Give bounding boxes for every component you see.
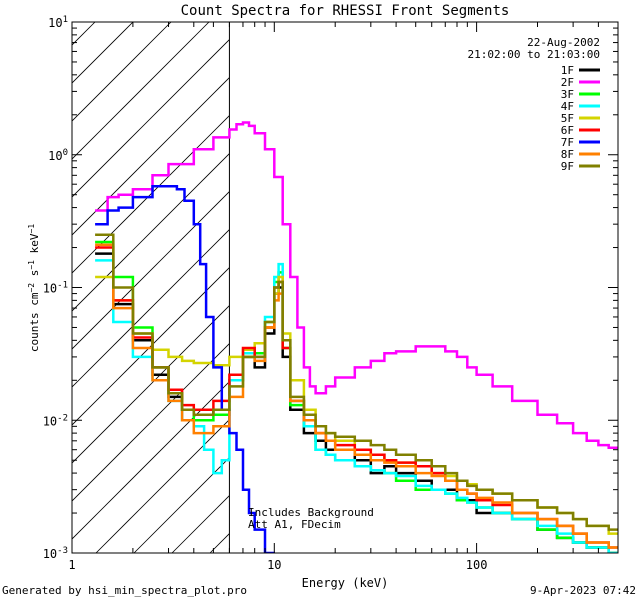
background-hatched-region	[72, 22, 640, 553]
time-range: 21:02:00 to 21:03:00	[468, 48, 600, 61]
hatch-line	[72, 267, 230, 426]
chart-title: Count Spectra for RHESSI Front Segments	[181, 3, 510, 19]
y-tick-label: 100	[48, 148, 68, 163]
hatch-line	[72, 39, 230, 198]
legend-label-1f: 1F	[561, 64, 574, 77]
series-line-9f	[95, 233, 618, 531]
y-tick-label: 10-3	[43, 546, 68, 561]
y-tick-label: 101	[48, 15, 68, 30]
legend-label-5f: 5F	[561, 112, 574, 125]
legend-label-9f: 9F	[561, 160, 574, 173]
series-line-4f	[95, 259, 618, 553]
y-tick-label: 10-1	[43, 281, 68, 296]
hatch-line	[72, 381, 230, 540]
hatch-line	[286, 22, 640, 553]
series-line-5f	[95, 275, 618, 535]
series-line-2f	[95, 121, 618, 450]
legend-label-4f: 4F	[561, 100, 574, 113]
legend-label-2f: 2F	[561, 76, 574, 89]
legend-label-6f: 6F	[561, 124, 574, 137]
hatch-line	[72, 22, 172, 122]
series-line-7f	[95, 184, 275, 553]
y-tick-label: 10-2	[43, 413, 68, 428]
hatch-line	[514, 22, 640, 553]
hatch-line	[72, 343, 230, 502]
plot-frame	[71, 21, 619, 554]
series-lines	[95, 121, 618, 553]
generated-by-footer: Generated by hsi_min_spectra_plot.pro	[2, 584, 247, 597]
hatch-line	[628, 22, 640, 553]
x-tick-label: 100	[466, 558, 488, 572]
x-tick-label: 10	[267, 558, 281, 572]
x-tick-label: 1	[68, 558, 75, 572]
series-line-8f	[95, 243, 618, 549]
legend-label-8f: 8F	[561, 148, 574, 161]
observation-date: 22-Aug-2002	[527, 36, 600, 49]
annotation-background: Includes Background	[248, 506, 374, 519]
hatch-line	[72, 229, 230, 388]
legend-label-3f: 3F	[561, 88, 574, 101]
timestamp-footer: 9-Apr-2023 07:42	[530, 584, 636, 597]
x-axis-label: Energy (keV)	[302, 576, 389, 590]
hatch-line	[72, 22, 210, 160]
hatch-line	[72, 153, 230, 312]
hatch-line	[72, 77, 230, 236]
axis-ticks: 1 10 100 101 100 10-1 10-2 10-3	[43, 15, 619, 572]
y-axis-label: counts cm−2 s−1 keV−1	[27, 224, 41, 352]
annotation-attenuator: Att A1, FDecim	[248, 518, 341, 531]
hatch-line	[95, 419, 230, 553]
legend-label-7f: 7F	[561, 136, 574, 149]
